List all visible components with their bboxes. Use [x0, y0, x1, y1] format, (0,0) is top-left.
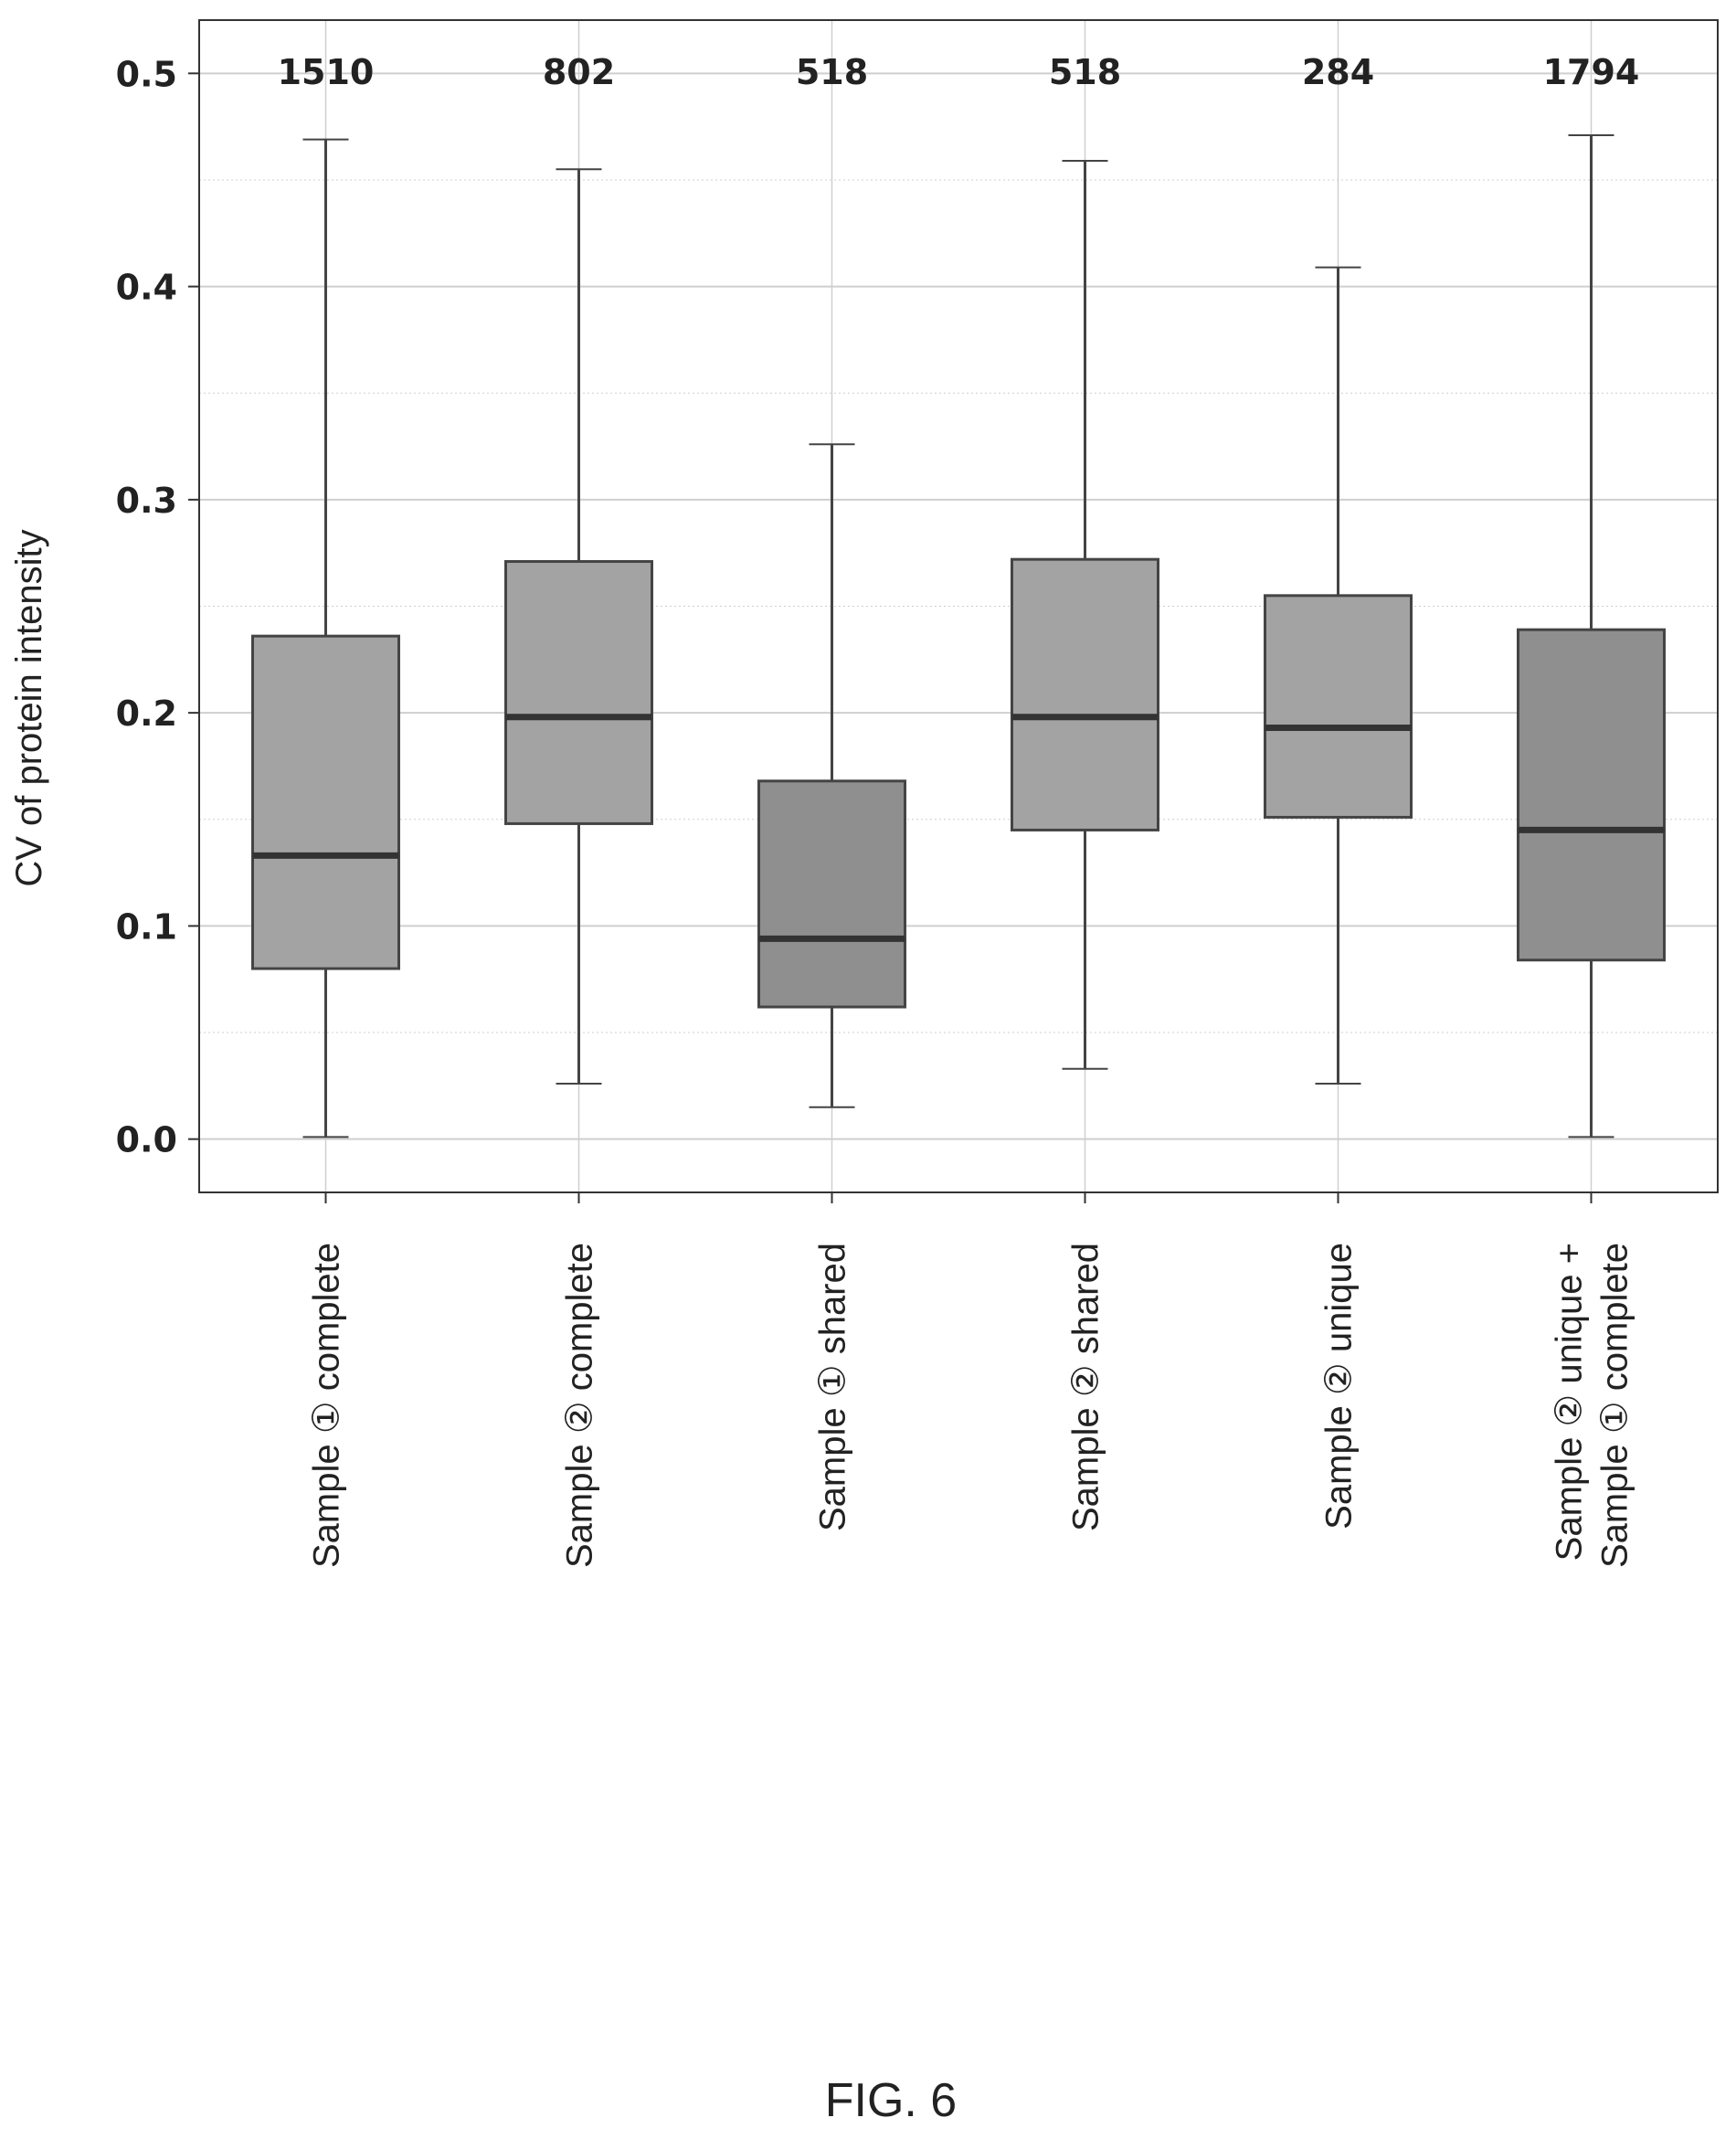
figure-caption: FIG. 6 [825, 2074, 957, 2127]
count-label: 1794 [1543, 52, 1640, 92]
count-label: 1510 [278, 52, 375, 92]
y-tick-label: 0.2 [116, 694, 177, 734]
x-category-label: Sample ① complete [1595, 1243, 1635, 1568]
box-iqr [1011, 557, 1159, 831]
box-plot-series [251, 133, 1666, 1138]
count-labels: 1510 802 518 518 284 1794 [278, 52, 1640, 92]
x-category-label: Sample ② unique [1319, 1243, 1360, 1530]
x-category-label: Sample ① shared [813, 1243, 853, 1531]
y-tick-label: 0.5 [116, 54, 177, 94]
grid-lines [199, 20, 1718, 1192]
y-tick-label: 0.0 [116, 1120, 177, 1160]
box-iqr [504, 560, 653, 825]
x-category-label: Sample ② complete [560, 1243, 600, 1568]
box-iqr [251, 634, 400, 970]
y-axis-title: CV of protein intensity [9, 529, 49, 886]
box-item [504, 168, 653, 1085]
box-item [1517, 133, 1666, 1138]
y-tick-label: 0.3 [116, 481, 177, 521]
box-item [1264, 266, 1413, 1085]
count-label: 518 [1049, 52, 1121, 92]
x-axis: Sample ① complete Sample ② complete Sample… [307, 1192, 1635, 1568]
box-item [1011, 159, 1159, 1070]
x-category-label: Sample ② unique + [1550, 1243, 1590, 1561]
box-item [251, 138, 400, 1138]
plot-frame [198, 19, 1719, 1193]
count-label: 802 [543, 52, 615, 92]
box-iqr [1517, 628, 1666, 962]
count-label: 518 [796, 52, 868, 92]
x-category-label: Sample ② shared [1066, 1243, 1106, 1531]
y-tick-label: 0.4 [116, 268, 177, 308]
x-category-label: Sample ① complete [307, 1243, 347, 1568]
y-tick-label: 0.1 [116, 906, 177, 947]
box-iqr [757, 779, 906, 1009]
box-iqr [1264, 594, 1413, 819]
box-item [757, 443, 906, 1108]
y-axis: 0.0 0.1 0.2 0.3 0.4 0.5 [116, 54, 199, 1160]
count-label: 284 [1302, 52, 1374, 92]
